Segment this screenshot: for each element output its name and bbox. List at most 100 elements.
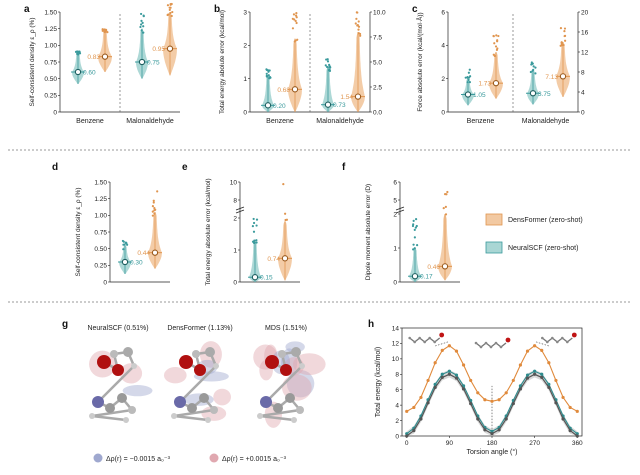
atom [474, 341, 478, 345]
neuralscf-outlier [414, 226, 417, 229]
atom [213, 363, 219, 369]
category-label: Malonaldehyde [316, 118, 364, 125]
neuralscf-outlier [468, 81, 471, 84]
bond [91, 414, 127, 422]
neuralscf-outlier [267, 70, 270, 73]
panel-d-ytick-label: 0 [103, 279, 107, 286]
point-densformer [447, 344, 451, 348]
point-densformer [405, 409, 409, 413]
category-label: Benzene [467, 118, 495, 125]
densformer-outlier [493, 42, 496, 45]
atom [494, 341, 498, 345]
densformer-median-dot [559, 73, 567, 80]
neuralscf-outlier [328, 65, 331, 68]
panel-b-ytick-label: 2 [243, 43, 247, 50]
atom [112, 364, 124, 376]
point-reference [419, 417, 423, 421]
panel-h-ytick-label: 2 [395, 418, 399, 425]
point-neuralscf [490, 429, 494, 433]
densformer-outlier [494, 45, 498, 48]
neuralscf-outlier [468, 68, 471, 71]
neuralscf-median-label: 0.15 [260, 275, 273, 282]
neuralscf-median-label: 0.20 [273, 103, 286, 110]
neuralscf-median-dot [411, 273, 419, 280]
panel-c-ylabel: Force absolute error (kcal/(mol·Å)) [415, 12, 424, 111]
densformer-outlier [355, 17, 358, 20]
bond [91, 408, 133, 418]
panel-g-title: DensFormer (1.13%) [167, 325, 232, 332]
atom [210, 406, 218, 414]
densformer-outlier [493, 54, 496, 58]
neuralscf-median-dot [121, 258, 129, 266]
point-reference [461, 387, 466, 391]
point-densformer [504, 391, 508, 395]
neuralscf-outlier [139, 12, 143, 16]
panel-f-ytick-label: 2 [393, 211, 397, 218]
point-reference [412, 429, 416, 433]
panel-b-ytick-label: 0 [243, 109, 247, 116]
panel-h-ytick-label: 14 [392, 325, 400, 332]
panel-letter: c [412, 4, 418, 15]
atom [541, 336, 544, 340]
neuralscf-outlier [139, 25, 142, 29]
panel-a-ytick-label: 0 [53, 109, 57, 116]
neuralscf-outlier [415, 224, 418, 228]
panel-a-ytick-label: 0.25 [44, 93, 57, 100]
neuralscf-outlier [532, 65, 535, 68]
point-reference [483, 428, 487, 432]
neuralscf-median-dot [138, 58, 146, 66]
neuralscf-outlier [140, 23, 143, 26]
panel-d-ylabel: Self-consistent density ε_ρ (%) [75, 188, 82, 277]
densformer-outlier [284, 212, 287, 215]
atom [408, 336, 411, 340]
densformer-outlier [152, 199, 155, 202]
atom [179, 355, 193, 369]
density-isosurface [122, 385, 153, 397]
atom [97, 355, 111, 369]
neuralscf-outlier [76, 53, 80, 56]
densformer-median-dot [101, 53, 109, 60]
atom [280, 364, 292, 376]
atom [296, 406, 304, 414]
densformer-outlier [563, 27, 567, 30]
densformer-outlier [442, 207, 445, 210]
densformer-outlier [357, 28, 360, 31]
densformer-median-label: 0.68 [277, 87, 290, 94]
neuralscf-median-label: 0.60 [83, 70, 96, 77]
atom [257, 413, 263, 419]
panel-letter: f [342, 162, 346, 173]
neuralscf-outlier [265, 72, 268, 75]
bond [259, 408, 301, 418]
point-reference [469, 402, 473, 406]
point-reference [561, 417, 565, 421]
densformer-outlier [295, 16, 298, 19]
neuralscf-outlier [141, 21, 144, 24]
densformer-outlier [296, 38, 299, 41]
neuralscf-outlier [265, 74, 268, 77]
densformer-median-label: 0.44 [137, 250, 150, 257]
point-densformer [461, 363, 466, 367]
panel-h-ytick-label: 12 [392, 341, 400, 348]
neuralscf-median-dot [74, 68, 82, 76]
legend-swatch-neuralscf [485, 241, 503, 254]
neuralscf-median-label: 0.30 [130, 260, 143, 267]
densformer-outlier [169, 11, 172, 15]
panel-c-ytick-label: 0 [441, 109, 445, 116]
densformer-outlier [293, 40, 296, 43]
atom [89, 413, 95, 419]
atom [128, 406, 136, 414]
atom [546, 340, 549, 344]
densformer-median-dot [354, 93, 362, 100]
neuralscf-median-dot [529, 90, 537, 97]
neuralscf-outlier [326, 65, 329, 69]
neuralscf-outlier [464, 76, 467, 79]
density-isosurface [292, 353, 326, 376]
densformer-outlier [156, 190, 159, 193]
densformer-outlier [154, 208, 157, 211]
densformer-median-label: 1.54 [340, 94, 353, 101]
point-densformer [518, 363, 523, 367]
panel-c-ytick-right-label: 0 [581, 109, 585, 116]
neuralscf-median-label: 1.05 [473, 92, 486, 99]
neuralscf-outlier [412, 248, 415, 251]
densformer-outlier [497, 34, 500, 38]
